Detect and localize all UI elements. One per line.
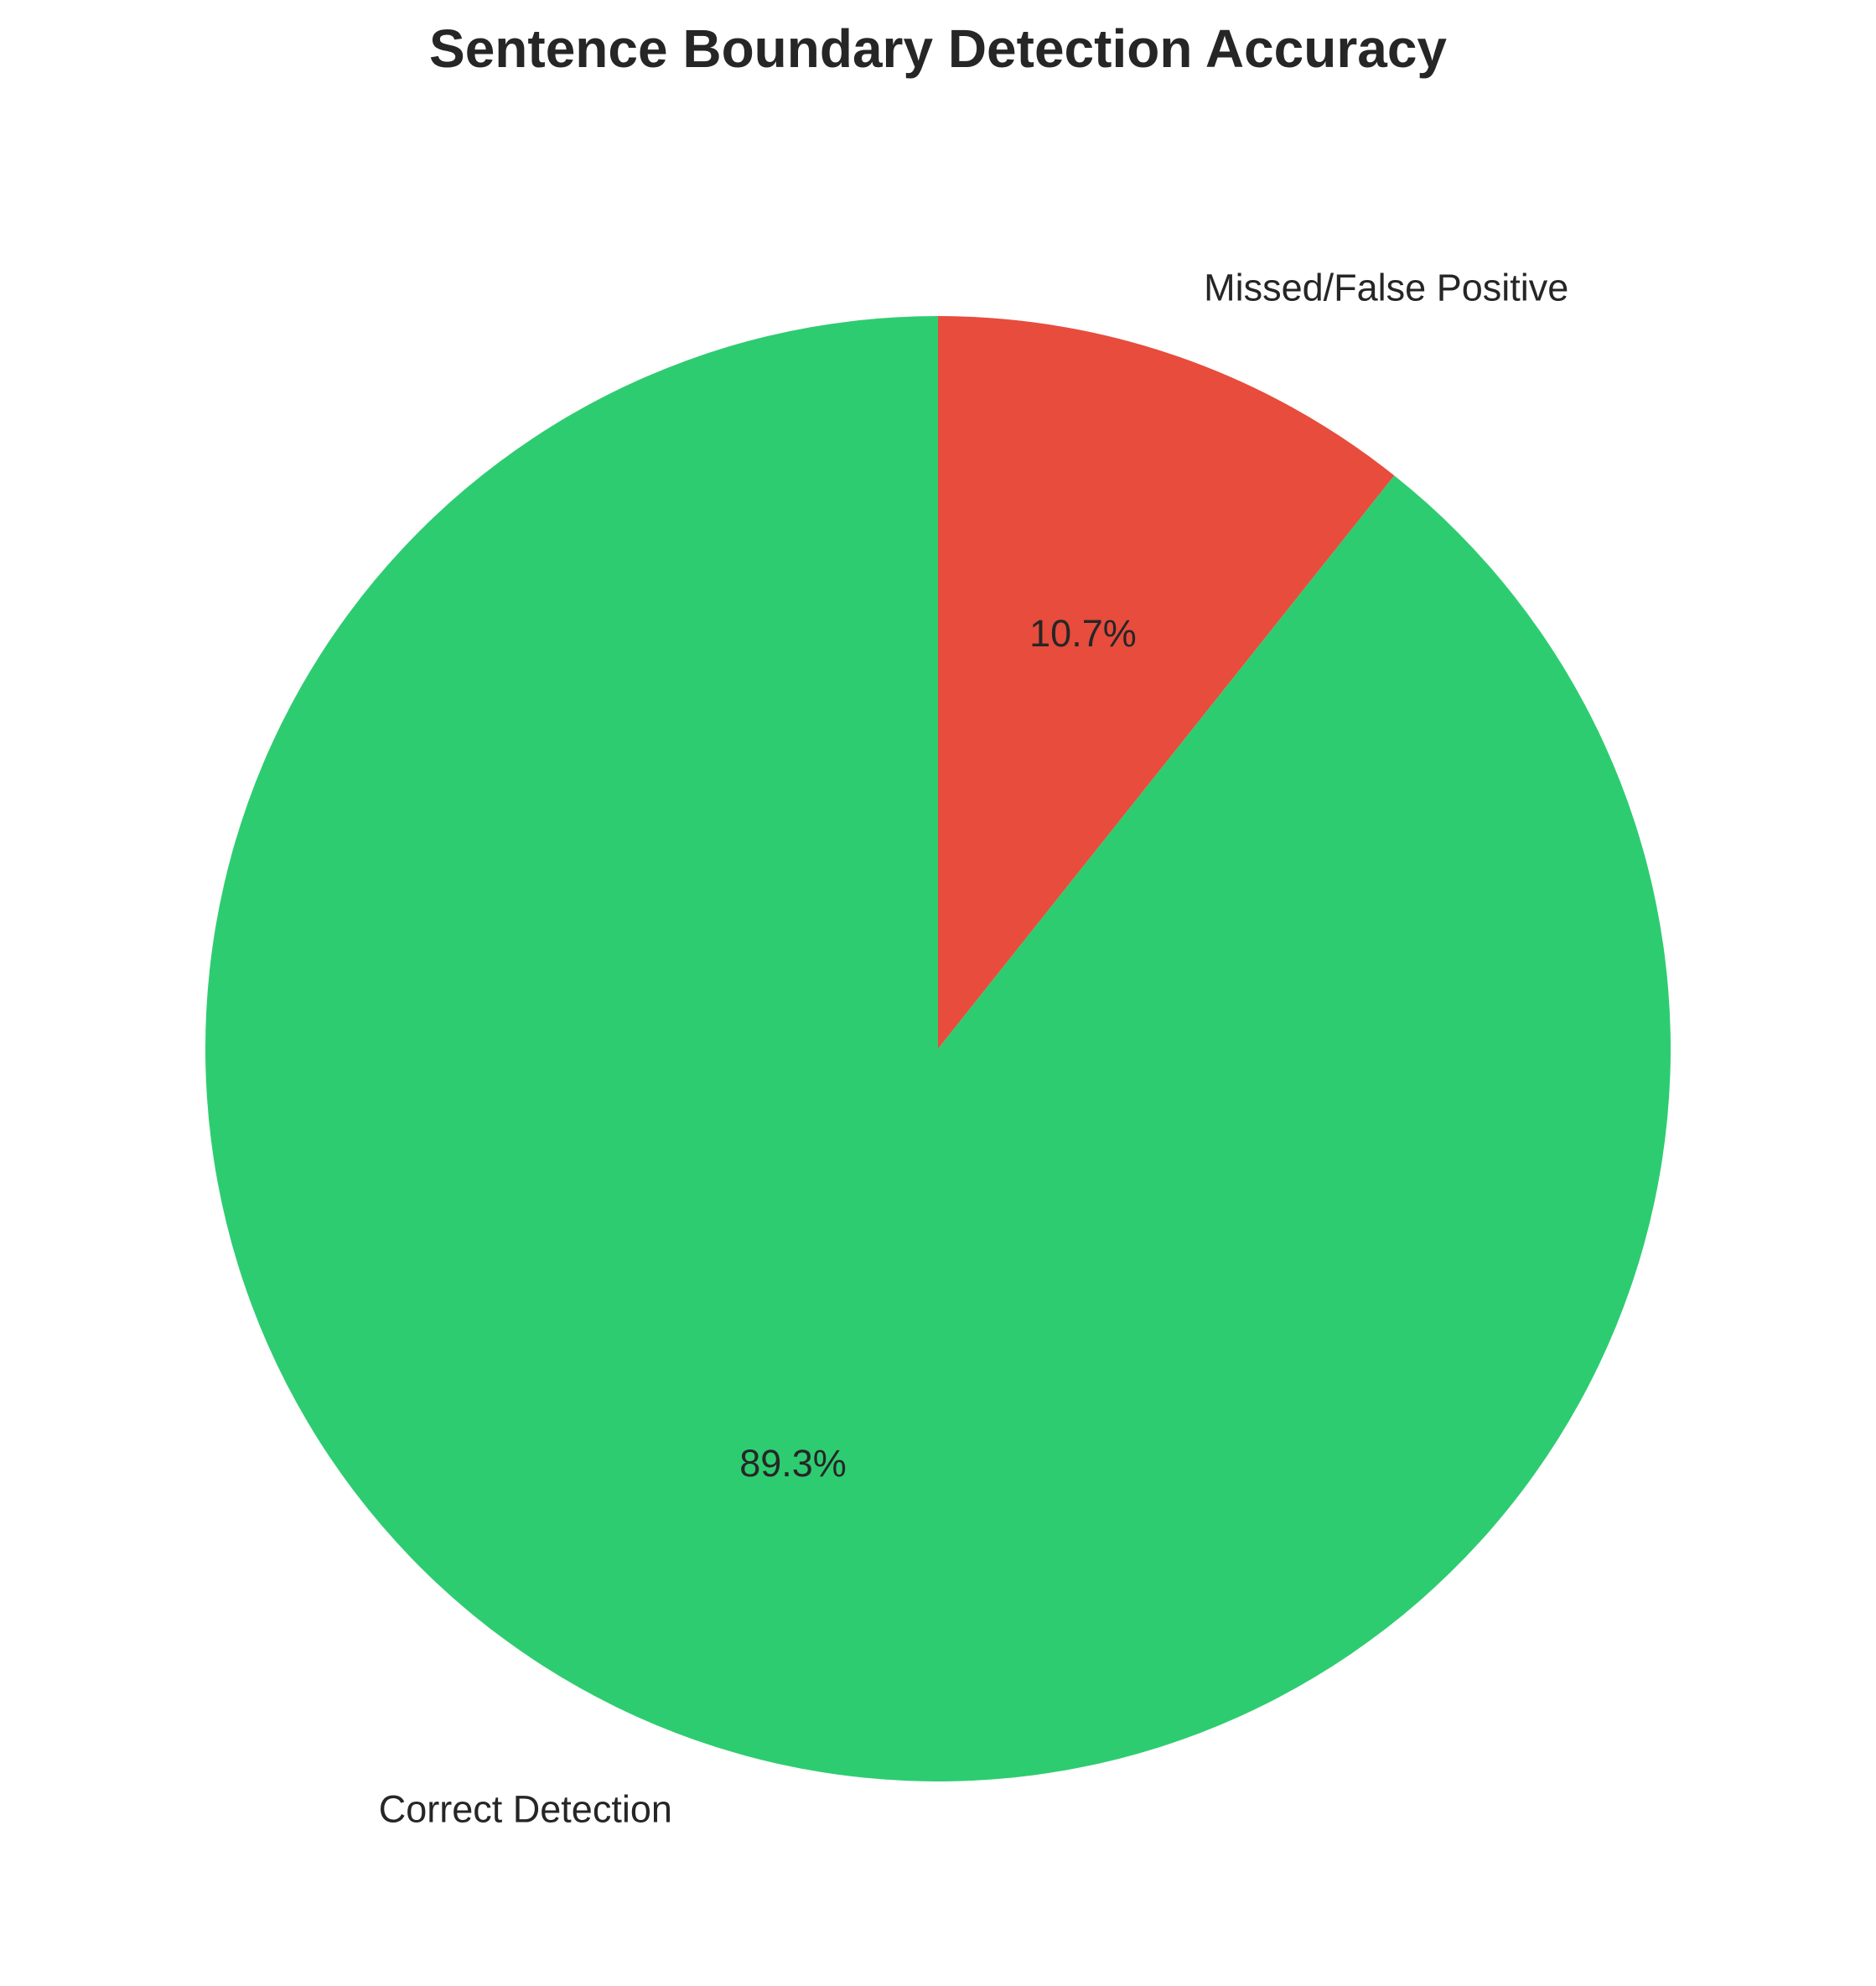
pie-slices	[205, 316, 1671, 1781]
slice-category-label: Missed/False Positive	[1204, 266, 1568, 309]
slice-percent-label: 10.7%	[1029, 612, 1137, 655]
slice-category-label: Correct Detection	[379, 1788, 672, 1831]
chart-title: Sentence Boundary Detection Accuracy	[429, 18, 1447, 79]
pie-slice-missed-false-positive	[938, 316, 1395, 1049]
pie-labels: Correct Detection 89.3% Missed/False Posit…	[379, 266, 1569, 1830]
slice-percent-label: 89.3%	[739, 1442, 847, 1485]
